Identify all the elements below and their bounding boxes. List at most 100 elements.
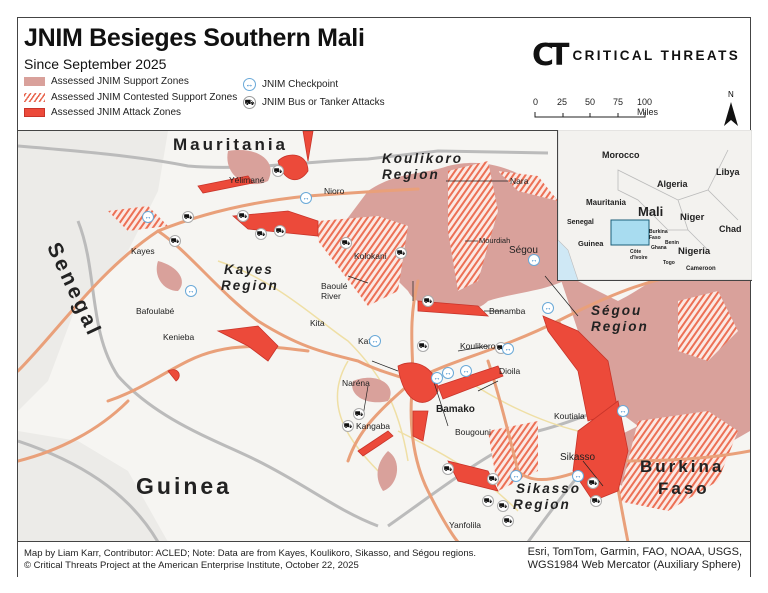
- legend-support-label: Assessed JNIM Support Zones: [51, 76, 189, 87]
- country-label-guinea: Guinea: [136, 473, 232, 499]
- truck-icon: ⛟: [272, 165, 284, 177]
- city-koutiala: Koutiala: [554, 411, 585, 421]
- checkpoint-icon: ↔: [369, 335, 381, 347]
- legend-bus-label: JNIM Bus or Tanker Attacks: [262, 97, 385, 108]
- truck-icon: ⛟: [395, 247, 407, 259]
- truck-icon: ⛟: [502, 515, 514, 527]
- inset-libya: Libya: [716, 167, 740, 177]
- city-segou: Ségou: [509, 245, 538, 256]
- truck-icon: ⛟: [442, 463, 454, 475]
- country-label-burkina-faso: Burkina Faso: [640, 457, 725, 498]
- checkpoint-icon: ↔: [528, 254, 540, 266]
- checkpoint-icon: ↔: [542, 302, 554, 314]
- truck-icon: ⛟: [590, 495, 602, 507]
- inset-senegal: Senegal: [567, 219, 594, 226]
- inset-cameroon: Cameroon: [686, 266, 716, 272]
- legend-attack: Assessed JNIM Attack Zones: [24, 107, 181, 118]
- city-kolokani: Kolokani: [354, 251, 387, 261]
- city-bougouni: Bougouni: [455, 427, 491, 437]
- truck-icon: ⛟: [353, 408, 365, 420]
- inset-ghana: Ghana: [651, 245, 667, 251]
- support-swatch: [24, 77, 45, 86]
- scale-bar: 0 25 50 75 100 Miles: [533, 97, 658, 121]
- contested-swatch: [24, 93, 45, 102]
- truck-icon: ⛟: [169, 235, 181, 247]
- city-narena: Naréna: [342, 378, 370, 388]
- inset-mauritania: Mauritania: [586, 198, 627, 207]
- checkpoint-icon: ↔: [617, 405, 629, 417]
- legend-support: Assessed JNIM Support Zones: [24, 76, 189, 87]
- logo-text: CRITICAL THREATS: [572, 48, 741, 63]
- city-kati: Kati: [358, 336, 373, 346]
- truck-icon: ⛟: [274, 225, 286, 237]
- checkpoint-icon: ↔: [185, 285, 197, 297]
- north-arrow: N: [722, 90, 740, 130]
- logo-mark: CT: [532, 38, 570, 73]
- country-label-mauritania: Mauritania: [173, 135, 289, 154]
- inset-algeria: Algeria: [657, 179, 688, 189]
- inset-chad: Chad: [719, 224, 742, 234]
- city-bamako: Bamako: [436, 404, 475, 415]
- truck-icon: ⛟: [342, 420, 354, 432]
- truck-icon: ⛟: [182, 211, 194, 223]
- inset-niger: Niger: [680, 212, 705, 223]
- scale-tick: 75: [613, 97, 624, 107]
- page-title: JNIM Besieges Southern Mali: [24, 24, 365, 52]
- map-canvas: [18, 131, 750, 542]
- truck-icon: ⛟: [497, 500, 509, 512]
- city-kangaba: Kangaba: [356, 421, 391, 431]
- legend-checkpoint-label: JNIM Checkpoint: [262, 79, 339, 90]
- baoule-river-label: Baoulé River: [321, 281, 348, 301]
- city-sikasso: Sikasso: [560, 452, 596, 463]
- checkpoint-icon: ↔: [300, 192, 312, 204]
- legend-contested-label: Assessed JNIM Contested Support Zones: [51, 92, 238, 103]
- inset-extent-box: [610, 219, 650, 246]
- city-kayes: Kayes: [131, 246, 155, 256]
- inset-togo: Togo: [663, 260, 675, 266]
- truck-icon: ⛟: [340, 237, 352, 249]
- city-kenieba: Kenieba: [163, 332, 195, 342]
- city-nara: Nara: [510, 176, 529, 186]
- inset-cote-divoire: Côte d'Ivoire: [630, 249, 648, 261]
- city-yanfolila: Yanfolila: [449, 520, 481, 530]
- footer: Map by Liam Karr, Contributor: ACLED; No…: [18, 541, 750, 577]
- north-label: N: [728, 90, 734, 99]
- checkpoint-icon: ↔: [442, 367, 454, 379]
- city-koulikoro: Koulikoro: [460, 341, 496, 351]
- page-subtitle: Since September 2025: [24, 56, 167, 72]
- inset-guinea: Guinea: [578, 239, 604, 248]
- credits: Map by Liam Karr, Contributor: ACLED; No…: [24, 548, 476, 572]
- truck-icon: ⛟: [243, 96, 256, 109]
- city-bafoulabe: Bafoulabé: [136, 306, 175, 316]
- city-yelimane: Yélimané: [229, 175, 265, 185]
- inset-nigeria: Nigeria: [678, 246, 711, 257]
- main-map[interactable]: Mauritania Senegal Guinea Burkina Faso Ko…: [18, 130, 750, 542]
- legend-attack-label: Assessed JNIM Attack Zones: [51, 107, 182, 118]
- credit-line: Map by Liam Karr, Contributor: ACLED; No…: [24, 548, 476, 559]
- scale-tick: 0: [533, 97, 539, 107]
- truck-icon: ⛟: [587, 477, 599, 489]
- legend-bus: ⛟ JNIM Bus or Tanker Attacks: [243, 96, 385, 109]
- city-mourdiah: Mourdiah: [479, 236, 511, 245]
- city-banamba: Banamba: [489, 306, 526, 316]
- copyright-line: © Critical Threats Project at the Americ…: [24, 560, 359, 571]
- scale-tick: 100 Miles: [637, 97, 659, 117]
- city-dioila: Dioila: [499, 366, 521, 376]
- inset-burkina-faso: Burkina Faso: [649, 229, 668, 241]
- basemap-attribution: Esri, TomTom, Garmin, FAO, NOAA, USGS, W…: [527, 546, 742, 571]
- scale-tick: 50: [585, 97, 596, 107]
- region-label-koulikoro: Koulikoro Region: [382, 151, 463, 182]
- attack-swatch: [24, 108, 45, 117]
- city-nioro: Nioro: [324, 186, 345, 196]
- locator-inset-map: Morocco Algeria Libya Mauritania Mali Ni…: [557, 130, 752, 281]
- inset-mali: Mali: [638, 204, 664, 219]
- truck-icon: ⛟: [482, 495, 494, 507]
- region-label-kayes: Kayes Region: [221, 262, 279, 293]
- region-label-sikasso: Sikasso Region: [513, 481, 582, 512]
- truck-icon: ⛟: [237, 210, 249, 222]
- checkpoint-icon: ↔: [572, 470, 584, 482]
- checkpoint-icon: ↔: [460, 365, 472, 377]
- inset-morocco: Morocco: [602, 150, 640, 160]
- legend-contested: Assessed JNIM Contested Support Zones: [24, 92, 237, 103]
- city-kita: Kita: [310, 318, 325, 328]
